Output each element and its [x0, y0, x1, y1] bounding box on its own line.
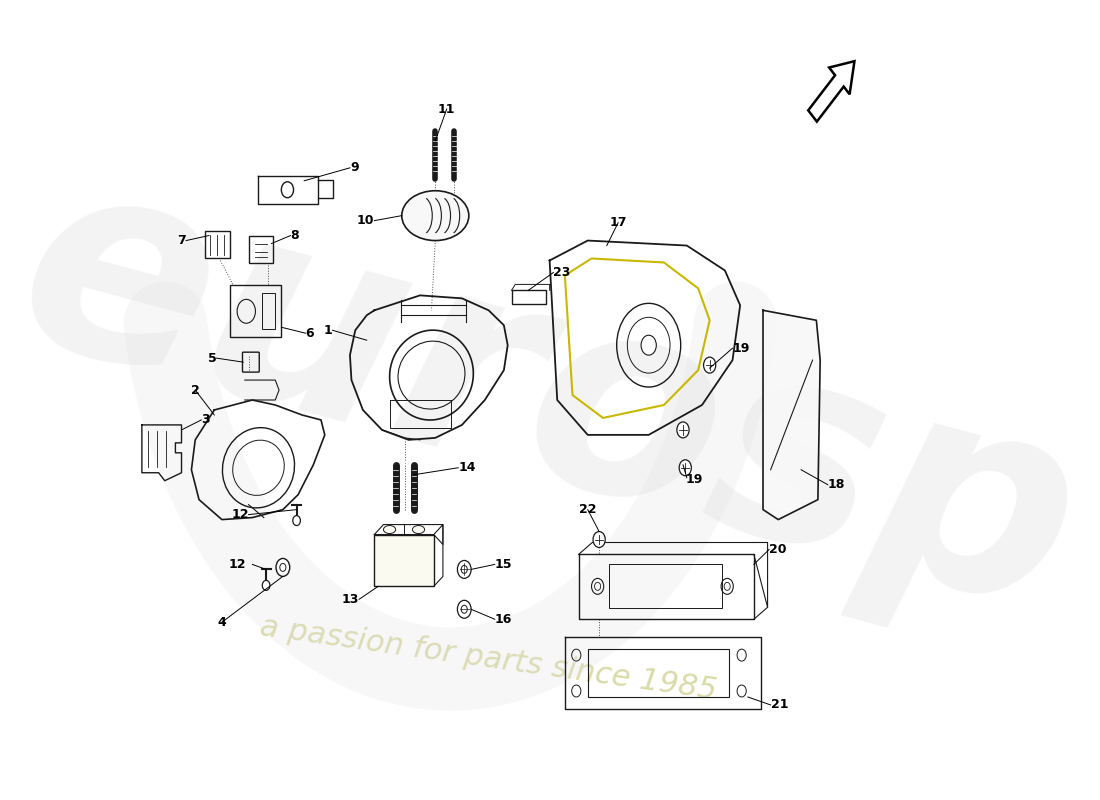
Text: 13: 13: [342, 593, 359, 606]
Text: 11: 11: [438, 102, 455, 115]
Text: 6: 6: [306, 326, 315, 340]
Circle shape: [293, 515, 300, 526]
Text: 22: 22: [579, 503, 596, 516]
Ellipse shape: [412, 526, 425, 534]
Circle shape: [676, 422, 689, 438]
Circle shape: [704, 357, 716, 373]
Text: eurosp: eurosp: [0, 130, 1100, 670]
Text: 10: 10: [356, 214, 374, 227]
Text: 1: 1: [323, 324, 332, 337]
Text: 16: 16: [495, 613, 513, 626]
Text: 17: 17: [609, 216, 627, 229]
Circle shape: [641, 335, 657, 355]
Circle shape: [458, 600, 471, 618]
Text: 19: 19: [685, 474, 703, 486]
Text: 21: 21: [771, 698, 788, 711]
Ellipse shape: [402, 190, 469, 241]
Ellipse shape: [384, 526, 396, 534]
FancyArrow shape: [808, 61, 855, 122]
Text: 18: 18: [828, 478, 845, 491]
Text: 5: 5: [208, 352, 217, 365]
Text: 15: 15: [495, 558, 513, 571]
Circle shape: [458, 561, 471, 578]
Text: a passion for parts since 1985: a passion for parts since 1985: [258, 613, 719, 706]
FancyBboxPatch shape: [374, 534, 433, 586]
Text: 7: 7: [177, 234, 186, 247]
Circle shape: [262, 580, 270, 590]
Text: 12: 12: [229, 558, 246, 571]
Text: 23: 23: [553, 266, 571, 279]
Circle shape: [593, 531, 605, 547]
Text: 2: 2: [191, 383, 199, 397]
Circle shape: [276, 558, 289, 576]
Text: 20: 20: [769, 543, 786, 556]
Text: 12: 12: [231, 508, 249, 521]
Text: 4: 4: [218, 616, 227, 629]
Polygon shape: [763, 310, 821, 519]
Text: 3: 3: [201, 414, 210, 426]
Text: 19: 19: [733, 342, 750, 354]
Text: 14: 14: [459, 462, 475, 474]
Text: 9: 9: [350, 162, 359, 174]
Text: 8: 8: [290, 229, 299, 242]
Circle shape: [679, 460, 692, 476]
